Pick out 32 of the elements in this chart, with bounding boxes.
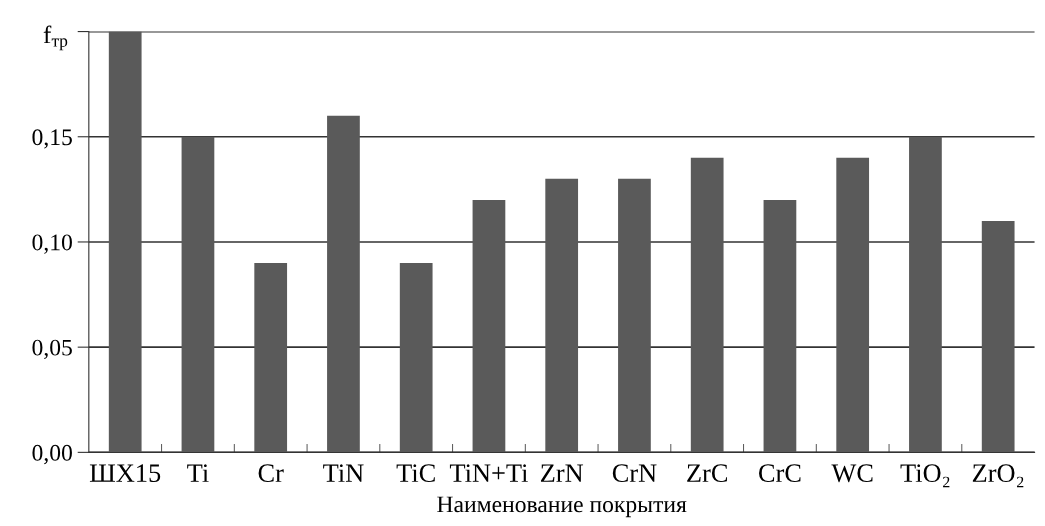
bar: [618, 178, 651, 453]
x-tick-label: TiN: [323, 464, 364, 482]
x-tick-label: ZrN: [540, 464, 584, 482]
bar: [909, 136, 942, 453]
x-tick-label: TiC: [396, 464, 435, 483]
bar: [254, 263, 288, 453]
y-tick-label: 0,00: [32, 444, 72, 465]
x-tick-label: TiN+Ti: [449, 464, 528, 482]
x-tick-label: WC: [831, 464, 873, 483]
y-tick-label: 0,05: [32, 339, 72, 359]
x-axis-title: Наименование покрытия: [437, 496, 687, 518]
x-tick-label: Cr: [258, 464, 284, 483]
bar: [836, 157, 870, 453]
bar: [108, 31, 142, 453]
x-tick-label: ШХ15: [89, 464, 161, 483]
bar: [763, 199, 797, 453]
y-axis-title: f$_{тр}$: [43, 25, 68, 51]
bar: [545, 178, 579, 453]
x-tick-label: Ti: [187, 464, 209, 482]
x-tick-label: TiO₂: [900, 464, 950, 488]
bar: [181, 136, 215, 453]
bar: [472, 199, 506, 453]
bar: [399, 263, 433, 453]
bar: [690, 157, 724, 453]
x-tick-label: CrC: [759, 464, 801, 483]
x-tick-label: ZrO₂: [972, 464, 1024, 488]
y-tick-label: 0,15: [32, 129, 72, 149]
bar: [981, 220, 1015, 453]
x-tick-label: CrN: [612, 464, 657, 483]
bar: [327, 115, 360, 453]
x-tick-label: ZrC: [687, 464, 727, 483]
y-tick-label: 0,10: [32, 234, 72, 254]
